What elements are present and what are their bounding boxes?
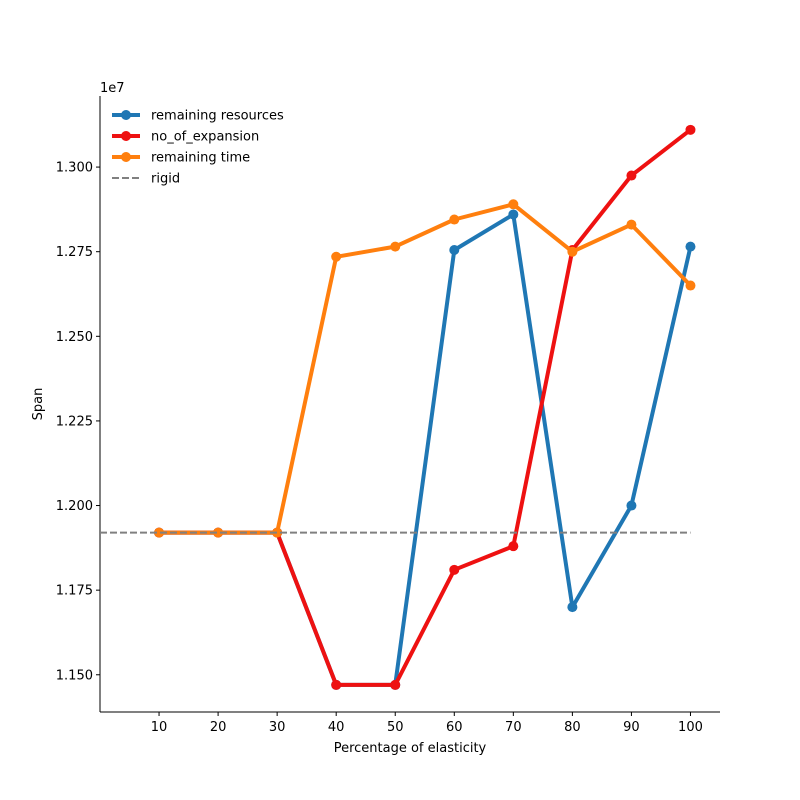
data-point-remaining-time xyxy=(272,527,283,538)
data-point-no-of-expansion xyxy=(331,679,342,690)
series-line-remaining-resources xyxy=(157,212,693,687)
legend-label: remaining resources xyxy=(151,109,284,124)
legend-entry-remaining-resources: remaining resources xyxy=(112,109,284,124)
x-tick-label: 20 xyxy=(210,720,227,735)
legend-marker xyxy=(121,110,131,120)
legend-label: rigid xyxy=(151,172,180,187)
data-point-remaining-time xyxy=(213,527,224,538)
x-tick-label: 70 xyxy=(505,720,522,735)
legend-entry-remaining-time: remaining time xyxy=(112,151,250,166)
y-offset-label: 1e7 xyxy=(100,81,125,96)
legend: remaining resources no_of_expansionremain… xyxy=(112,109,284,187)
y-tick-label: 1.250 xyxy=(56,330,93,345)
data-point-remaining-resources xyxy=(449,245,460,255)
data-point-remaining-time xyxy=(331,251,342,262)
data-point-remaining-time xyxy=(390,241,401,252)
data-point-remaining-time xyxy=(508,199,519,210)
y-tick-label: 1.175 xyxy=(56,584,93,599)
y-axis-title: Span xyxy=(31,388,46,421)
x-tick-label: 50 xyxy=(387,720,404,735)
legend-entry-no-of-expansion: no_of_expansion xyxy=(112,130,259,145)
data-point-remaining-time xyxy=(154,527,165,538)
x-tick-label: 40 xyxy=(328,720,345,735)
legend-marker xyxy=(121,152,131,162)
series-layer xyxy=(100,124,696,690)
x-tick-label: 90 xyxy=(623,720,640,735)
y-tick-label: 1.300 xyxy=(56,161,93,176)
x-tick-label: 80 xyxy=(564,720,581,735)
series-no-of-expansion xyxy=(154,124,696,690)
data-point-remaining-resources xyxy=(685,241,696,252)
data-point-remaining-time xyxy=(626,219,637,230)
data-point-no-of-expansion xyxy=(685,124,696,135)
x-tick-label: 60 xyxy=(446,720,463,735)
series-remaining-time xyxy=(154,199,696,538)
tick-layer: 10 20 30 40 50 60 70 80 90 100 1.150 1.175 1.200 1.22… xyxy=(56,161,703,735)
y-tick-label: 1.275 xyxy=(56,245,93,260)
legend-label: remaining time xyxy=(151,151,250,166)
y-tick-label: 1.200 xyxy=(56,499,93,514)
series-line-no-of-expansion xyxy=(157,127,693,687)
series-remaining-resources xyxy=(154,209,696,690)
x-tick-label: 30 xyxy=(269,720,286,735)
data-point-remaining-resources xyxy=(626,500,637,511)
data-point-remaining-time xyxy=(567,246,578,257)
data-point-no-of-expansion xyxy=(449,564,460,575)
data-point-remaining-time xyxy=(685,280,696,291)
y-tick-label: 1.150 xyxy=(56,668,93,683)
x-tick-label: 100 xyxy=(678,720,703,735)
data-point-remaining-resources xyxy=(567,602,578,613)
x-tick-label: 10 xyxy=(151,720,168,735)
data-point-remaining-time xyxy=(449,214,460,225)
data-point-no-of-expansion xyxy=(626,170,637,181)
legend-entry-rigid: rigid xyxy=(112,172,180,187)
data-point-no-of-expansion xyxy=(508,541,519,552)
legend-label: no_of_expansion xyxy=(151,130,259,145)
x-axis-title: Percentage of elasticity xyxy=(334,741,487,756)
axes xyxy=(99,96,720,713)
data-point-remaining-resources xyxy=(508,209,519,220)
y-tick-label: 1.225 xyxy=(56,414,93,429)
data-point-no-of-expansion xyxy=(390,679,401,690)
legend-marker xyxy=(121,131,131,141)
series-line-remaining-time xyxy=(157,202,693,535)
